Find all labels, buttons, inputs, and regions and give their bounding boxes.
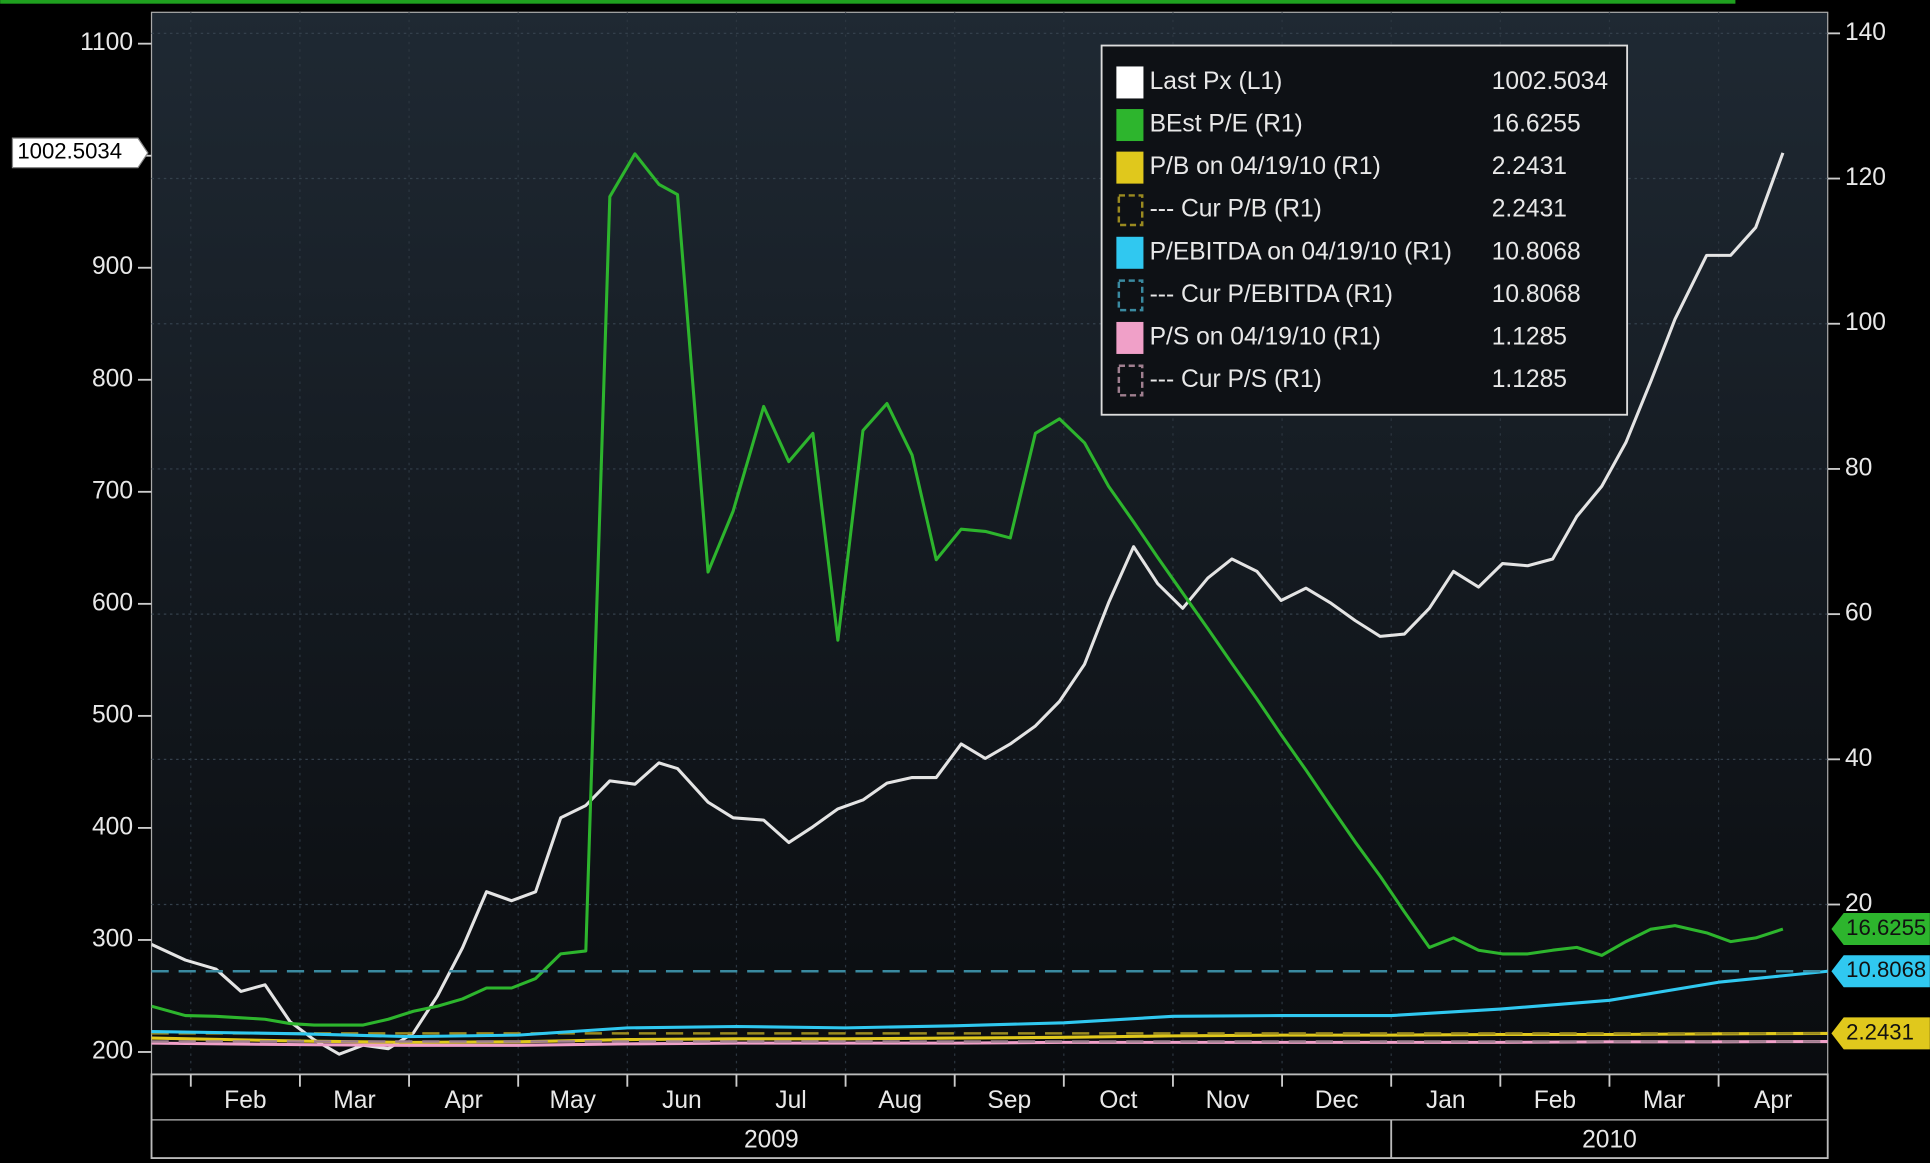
- y-tick-label: 500: [92, 701, 133, 728]
- y2-tick-label: 80: [1845, 454, 1872, 481]
- y2-tick-label: 20: [1845, 890, 1872, 917]
- legend-label: P/B on 04/19/10 (R1): [1150, 153, 1381, 180]
- value-tag-label: 16.6255: [1846, 915, 1926, 940]
- x-tick-label: Feb: [224, 1087, 266, 1114]
- value-tag-label: 1002.5034: [17, 139, 122, 164]
- y-tick-label: 400: [92, 813, 133, 840]
- legend-value: 2.2431: [1492, 153, 1567, 180]
- overlay-layer: 2003004005006007008009001000110020406080…: [11, 19, 1930, 1159]
- y-tick-label: 800: [92, 365, 133, 392]
- legend-box: [1100, 44, 1629, 416]
- legend-value: 10.8068: [1492, 281, 1581, 308]
- x-tick-label: Mar: [333, 1087, 375, 1114]
- y-tick-label: 700: [92, 477, 133, 504]
- x-tick-label: Mar: [1643, 1087, 1685, 1114]
- y-tick-label: 200: [92, 1037, 133, 1064]
- legend-label: P/S on 04/19/10 (R1): [1150, 323, 1381, 350]
- x-tick-label: Jan: [1426, 1087, 1466, 1114]
- y-tick-label: 1100: [80, 29, 133, 56]
- value-tag: [11, 137, 149, 169]
- legend-swatch: [1116, 151, 1144, 184]
- x-group-label: 2009: [744, 1126, 799, 1153]
- series-line: [151, 1039, 1828, 1047]
- legend-label: BEst P/E (R1): [1150, 111, 1303, 138]
- legend-swatch: [1117, 194, 1144, 227]
- value-tag: [1831, 955, 1930, 988]
- legend-label: --- Cur P/B (R1): [1150, 196, 1322, 223]
- x-tick-label: Apr: [444, 1087, 482, 1114]
- value-tag-label: 10.8068: [1846, 957, 1926, 982]
- x-tick-label: Nov: [1206, 1087, 1250, 1114]
- legend-label: --- Cur P/EBITDA (R1): [1150, 281, 1393, 308]
- y2-tick-label: 100: [1845, 309, 1886, 336]
- legend-value: 10.8068: [1492, 238, 1581, 265]
- legend-value: 1002.5034: [1492, 68, 1608, 95]
- y-tick-label: 600: [92, 589, 133, 616]
- value-tag-label: 2.2431: [1846, 1019, 1914, 1044]
- top-border: [0, 0, 1736, 4]
- series-line: [151, 969, 1828, 1039]
- legend-label: P/EBITDA on 04/19/10 (R1): [1150, 238, 1452, 265]
- series-line: [151, 152, 1784, 1027]
- x-tick-label: May: [549, 1087, 596, 1114]
- x-tick-label: Oct: [1099, 1087, 1137, 1114]
- y2-tick-label: 40: [1845, 745, 1872, 772]
- legend-swatch: [1117, 364, 1144, 397]
- y2-tick-label: 60: [1845, 600, 1872, 627]
- y2-tick-label: 120: [1845, 164, 1886, 191]
- legend-swatch: [1117, 279, 1144, 312]
- y-tick-label: 300: [92, 925, 133, 952]
- legend-value: 16.6255: [1492, 111, 1581, 138]
- legend-value: 1.1285: [1492, 323, 1567, 350]
- x-tick-label: Jul: [775, 1087, 806, 1114]
- x-axis-band: [150, 1073, 1829, 1160]
- value-tag: [1831, 1017, 1930, 1050]
- x-tick-label: Feb: [1534, 1087, 1576, 1114]
- legend-swatch: [1116, 109, 1144, 142]
- x-tick-label: Sep: [987, 1087, 1031, 1114]
- legend-swatch: [1116, 66, 1144, 99]
- x-tick-label: Aug: [878, 1087, 922, 1114]
- x-tick-label: Dec: [1315, 1087, 1359, 1114]
- legend-swatch: [1116, 236, 1144, 269]
- value-tag: [1831, 913, 1930, 946]
- legend-label: Last Px (L1): [1150, 68, 1283, 95]
- legend-value: 1.1285: [1492, 366, 1567, 393]
- y2-tick-label: 140: [1845, 19, 1886, 46]
- x-group-label: 2010: [1582, 1126, 1637, 1153]
- legend-swatch: [1116, 321, 1144, 354]
- y-tick-label: 900: [92, 253, 133, 280]
- series-line: [151, 152, 1785, 1056]
- x-tick-label: Jun: [662, 1087, 702, 1114]
- legend-label: --- Cur P/S (R1): [1150, 366, 1322, 393]
- legend-value: 2.2431: [1492, 196, 1567, 223]
- x-tick-label: Apr: [1754, 1087, 1792, 1114]
